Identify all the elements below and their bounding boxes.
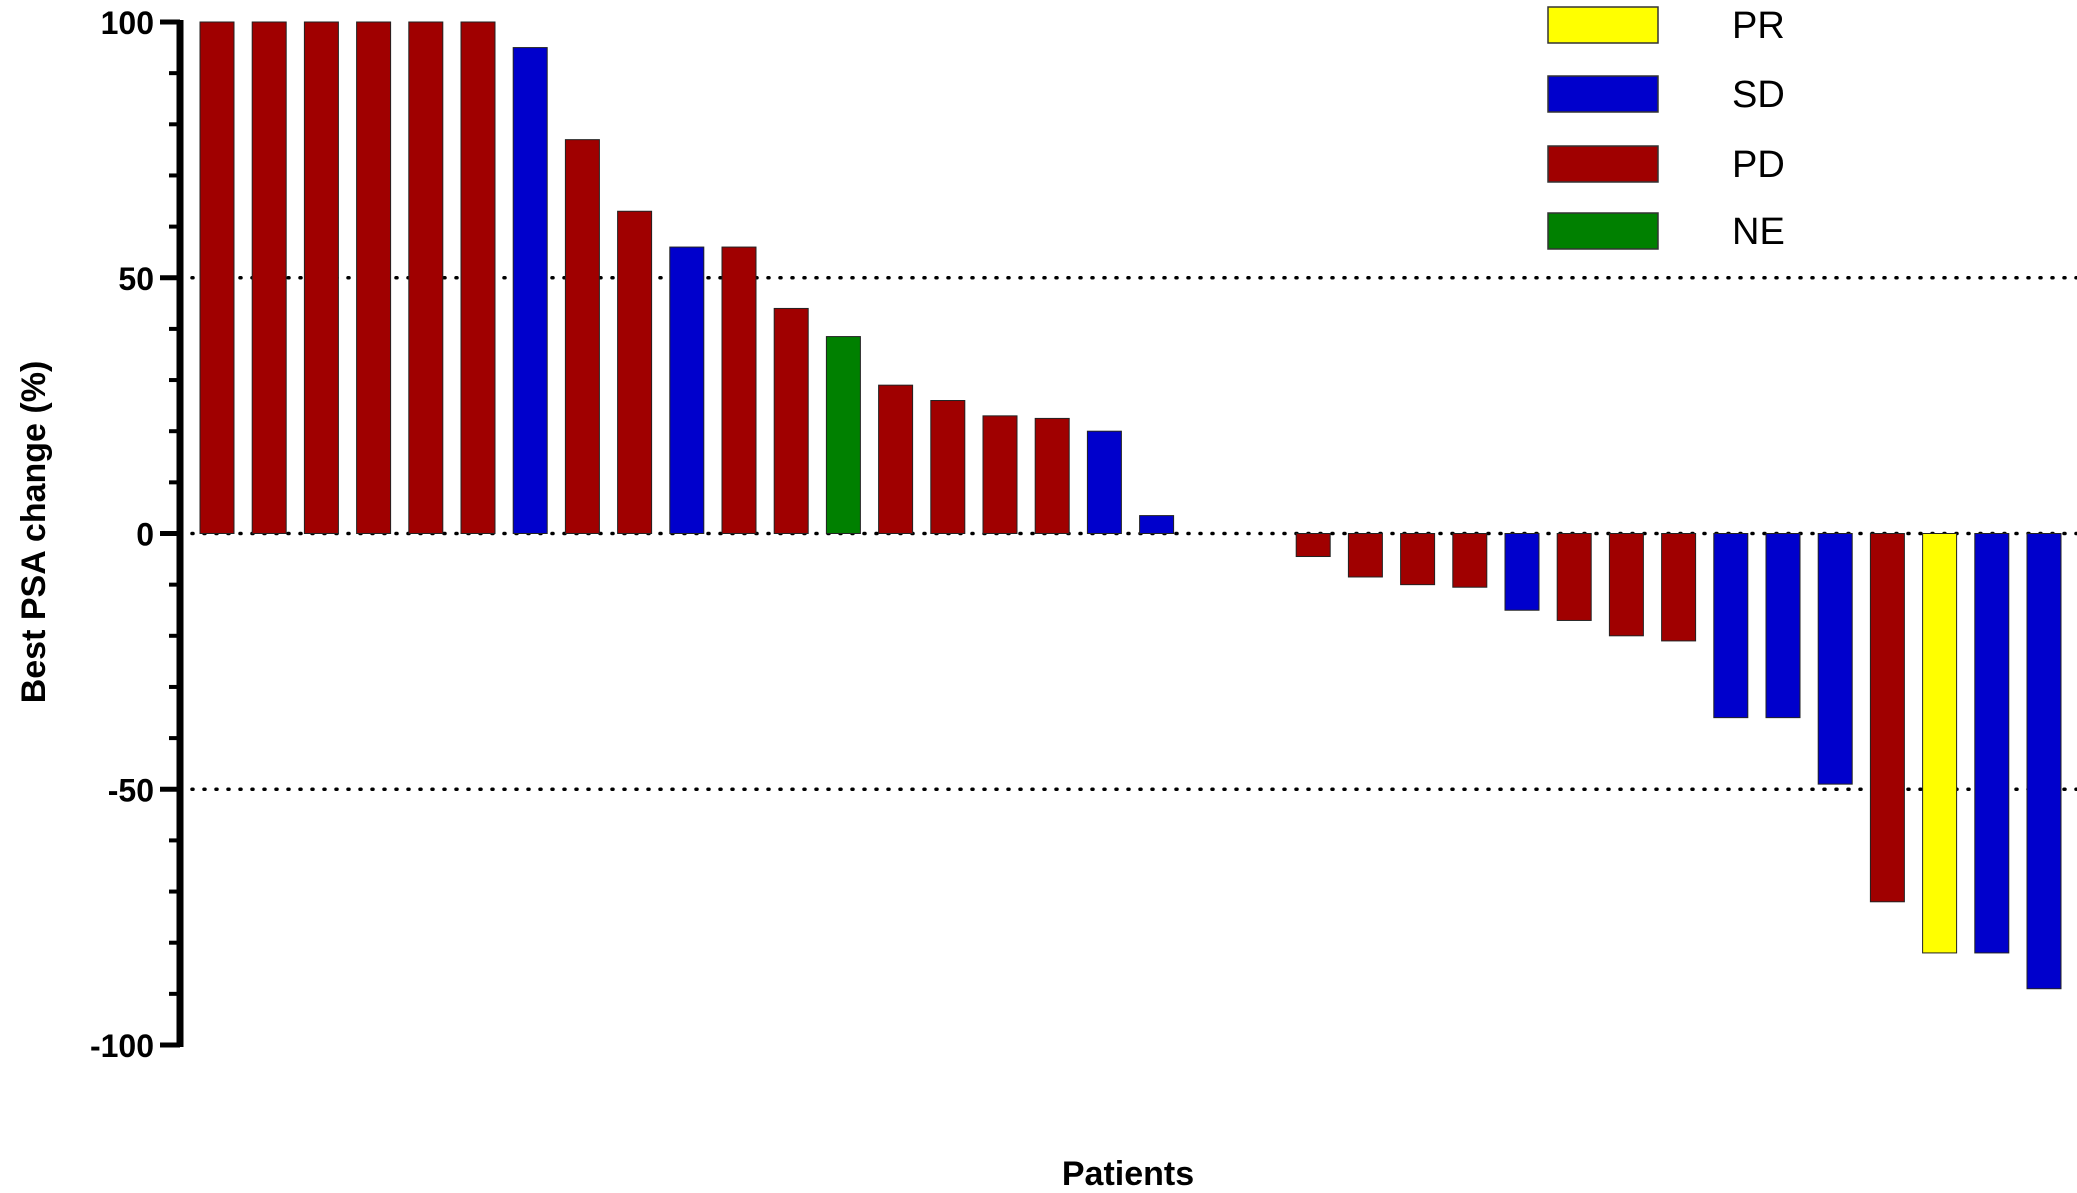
bar-patient-30 [1713, 533, 1749, 719]
bar-patient-17 [1034, 417, 1070, 535]
bar-patient-19 [1139, 515, 1175, 534]
y-tick-label: 100 [101, 5, 154, 41]
reference-lines [178, 276, 2077, 791]
bar-patient-1 [199, 21, 235, 534]
legend-swatch-pr [1547, 6, 1659, 44]
bar-patient-3 [303, 21, 339, 534]
bar-patient-23 [1347, 533, 1383, 578]
bar-patient-26 [1504, 533, 1540, 611]
bar-patient-29 [1661, 533, 1697, 642]
bar-patient-14 [878, 384, 914, 535]
bar-patient-28 [1608, 533, 1644, 637]
x-axis-title: Patients [1062, 1155, 1194, 1193]
bar-patient-16 [982, 415, 1018, 535]
bar-patient-4 [356, 21, 392, 534]
bar-patient-36 [2026, 533, 2062, 990]
bar-patient-2 [251, 21, 287, 534]
bar-patient-33 [1869, 533, 1905, 903]
bar-patient-15 [930, 400, 966, 535]
legend-label-ne: NE [1732, 211, 1785, 253]
bar-patient-31 [1765, 533, 1801, 719]
bar-patient-6 [460, 21, 496, 534]
bar-patient-13 [825, 336, 861, 535]
bar-patient-12 [773, 307, 809, 534]
y-axis-title: Best PSA change (%) [15, 361, 53, 704]
bar-patient-7 [512, 47, 548, 534]
legend-label-pr: PR [1732, 5, 1785, 47]
y-tick-label: -50 [108, 772, 154, 808]
bar-patient-24 [1400, 533, 1436, 586]
bar-patient-10 [669, 246, 705, 534]
y-axis: 100 50 0 -50 -100 [90, 5, 184, 1064]
legend-swatch-ne [1547, 212, 1659, 250]
bar-patient-35 [1974, 533, 2010, 954]
y-tick-label: 50 [118, 261, 154, 297]
bar-patient-25 [1452, 533, 1488, 588]
bar-patient-11 [721, 246, 757, 534]
y-tick-label: -100 [90, 1028, 154, 1064]
bar-series [199, 21, 2062, 990]
legend-swatch-pd [1547, 145, 1659, 183]
legend-swatch-sd [1547, 75, 1659, 113]
bar-patient-32 [1817, 533, 1853, 785]
legend-label-pd: PD [1732, 144, 1785, 186]
bar-patient-9 [617, 210, 653, 534]
legend: PR SD PD NE [1547, 5, 1785, 253]
bar-patient-8 [564, 139, 600, 535]
y-tick-label: 0 [136, 517, 154, 553]
bar-patient-34 [1922, 533, 1958, 954]
bar-patient-18 [1086, 430, 1122, 535]
bar-patient-22 [1295, 533, 1331, 558]
legend-label-sd: SD [1732, 74, 1785, 116]
bar-patient-27 [1556, 533, 1592, 621]
bar-patient-5 [408, 21, 444, 534]
